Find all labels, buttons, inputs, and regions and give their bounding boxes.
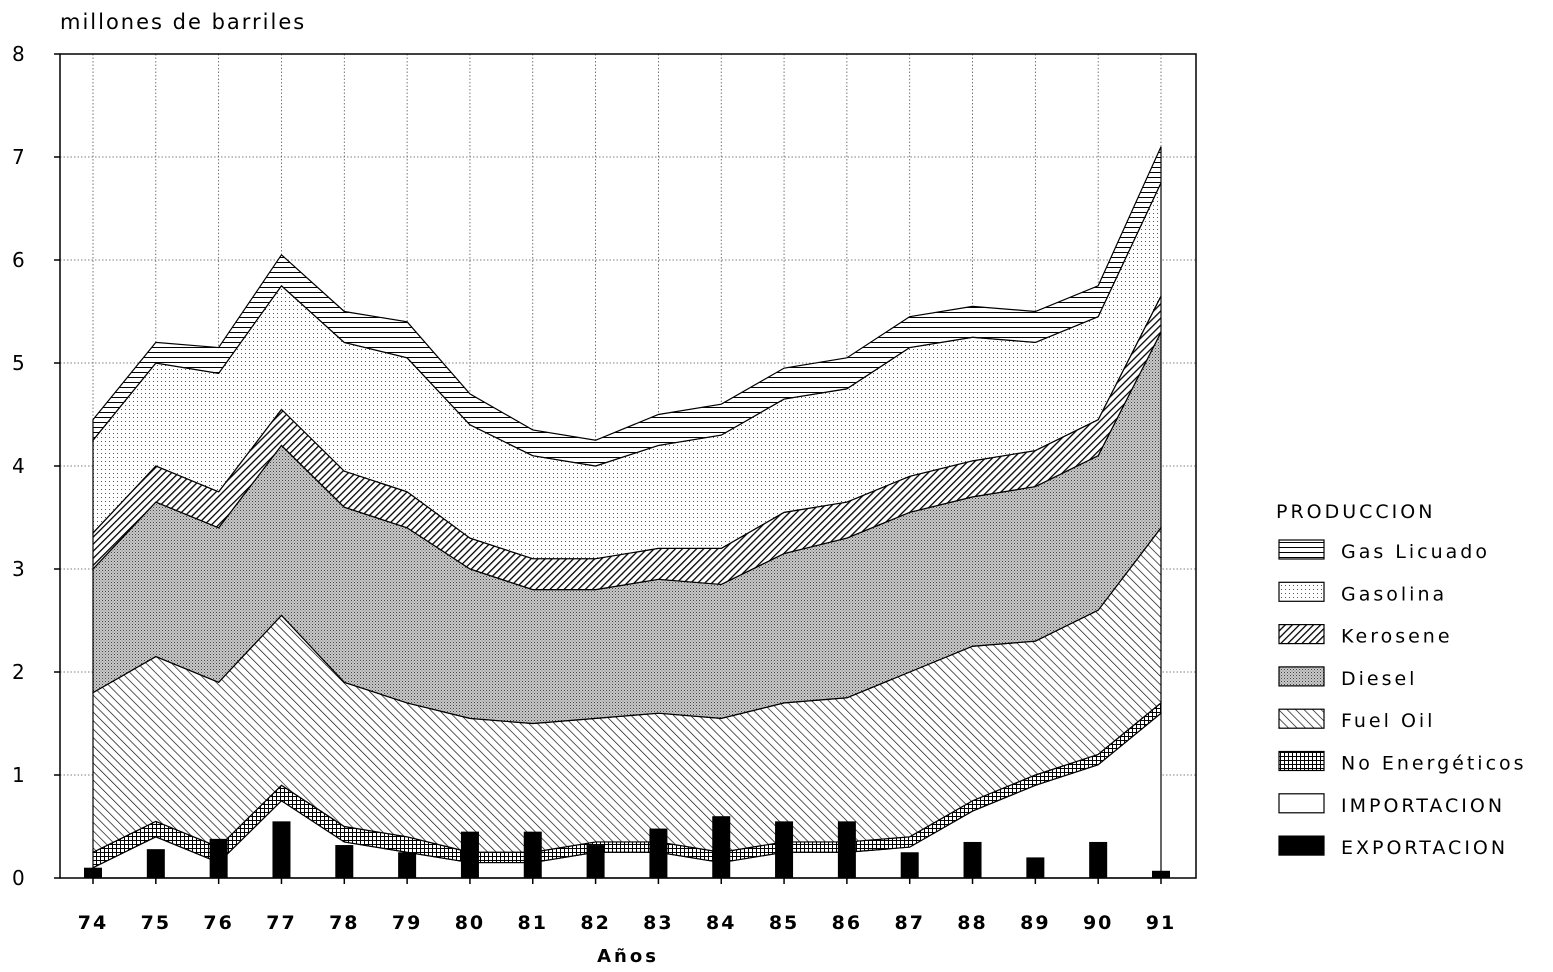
x-tick-label-81: 81 xyxy=(518,912,548,934)
x-tick-label-78: 78 xyxy=(329,912,359,934)
legend-swatch-diesel xyxy=(1278,666,1325,687)
y-tick-label-0: 0 xyxy=(12,866,25,890)
area-series xyxy=(92,146,1162,879)
y-tick-label-7: 7 xyxy=(12,145,25,169)
bar-exportacion-81 xyxy=(523,831,542,878)
legend-label-importacion: IMPORTACION xyxy=(1341,795,1505,817)
exportacion-bars xyxy=(84,816,1170,878)
x-tick-label-82: 82 xyxy=(580,912,610,934)
x-tick-label-76: 76 xyxy=(203,912,233,934)
bar-exportacion-90 xyxy=(1089,841,1108,878)
bar-exportacion-86 xyxy=(837,821,856,878)
bar-exportacion-82 xyxy=(586,845,605,878)
bar-exportacion-89 xyxy=(1026,857,1045,878)
x-tick-label-75: 75 xyxy=(141,912,171,934)
bar-exportacion-85 xyxy=(775,821,794,878)
x-axis-title: Años xyxy=(597,946,659,967)
bar-exportacion-79 xyxy=(398,852,417,878)
area-gas-licuado xyxy=(92,146,1162,467)
legend-swatch-kerosene xyxy=(1278,623,1325,645)
legend-swatch-exportacion xyxy=(1278,835,1325,856)
x-tick-label-85: 85 xyxy=(769,912,799,934)
bar-exportacion-76 xyxy=(209,838,228,878)
x-tick-label-87: 87 xyxy=(894,912,924,934)
legend-swatch-gasolina xyxy=(1278,581,1325,602)
x-tick-label-74: 74 xyxy=(78,912,108,934)
bar-exportacion-77 xyxy=(272,821,291,878)
y-tick-label-2: 2 xyxy=(12,660,25,684)
bar-exportacion-74 xyxy=(84,867,102,878)
x-tick-label-91: 91 xyxy=(1146,912,1176,934)
bar-exportacion-87 xyxy=(900,852,919,878)
bar-exportacion-88 xyxy=(963,841,982,878)
x-tick-label-83: 83 xyxy=(643,912,673,934)
bar-exportacion-91 xyxy=(1152,870,1170,878)
y-tick-label-8: 8 xyxy=(12,42,25,66)
bar-exportacion-83 xyxy=(649,828,668,878)
bar-exportacion-78 xyxy=(335,845,354,878)
x-tick-label-84: 84 xyxy=(706,912,736,934)
bar-exportacion-75 xyxy=(146,849,165,878)
legend-label-exportacion: EXPORTACION xyxy=(1341,837,1508,859)
legend-label-no-energeticos: No Energéticos xyxy=(1341,753,1527,775)
legend-label-diesel: Diesel xyxy=(1341,668,1417,690)
legend-swatch-no-energeticos xyxy=(1278,750,1325,772)
x-tick-label-90: 90 xyxy=(1083,912,1113,934)
y-tick-label-4: 4 xyxy=(12,454,25,478)
x-tick-label-80: 80 xyxy=(455,912,485,934)
bar-exportacion-84 xyxy=(712,816,731,878)
y-tick-label-6: 6 xyxy=(12,248,25,272)
legend-swatch-fuel-oil xyxy=(1278,708,1325,729)
y-tick-label-5: 5 xyxy=(12,351,25,375)
x-tick-label-77: 77 xyxy=(266,912,296,934)
bar-exportacion-80 xyxy=(460,831,479,878)
legend-label-gasolina: Gasolina xyxy=(1341,583,1447,605)
y-axis-title: millones de barriles xyxy=(60,10,306,34)
y-tick-label-1: 1 xyxy=(12,763,25,787)
legend-label-kerosene: Kerosene xyxy=(1341,626,1453,648)
legend-label-fuel-oil: Fuel Oil xyxy=(1341,710,1435,732)
x-tick-label-88: 88 xyxy=(957,912,987,934)
x-tick-label-89: 89 xyxy=(1020,912,1050,934)
legend: PRODUCCION Gas Licuado Gasolina Kerosene Di… xyxy=(1276,501,1527,859)
legend-swatch-gas-licuado xyxy=(1278,539,1325,560)
legend-label-gas-licuado: Gas Licuado xyxy=(1341,541,1490,563)
legend-swatch-importacion xyxy=(1278,793,1325,814)
y-tick-label-3: 3 xyxy=(12,557,25,581)
legend-title: PRODUCCION xyxy=(1276,501,1435,523)
x-tick-label-79: 79 xyxy=(392,912,422,934)
x-tick-label-86: 86 xyxy=(832,912,862,934)
